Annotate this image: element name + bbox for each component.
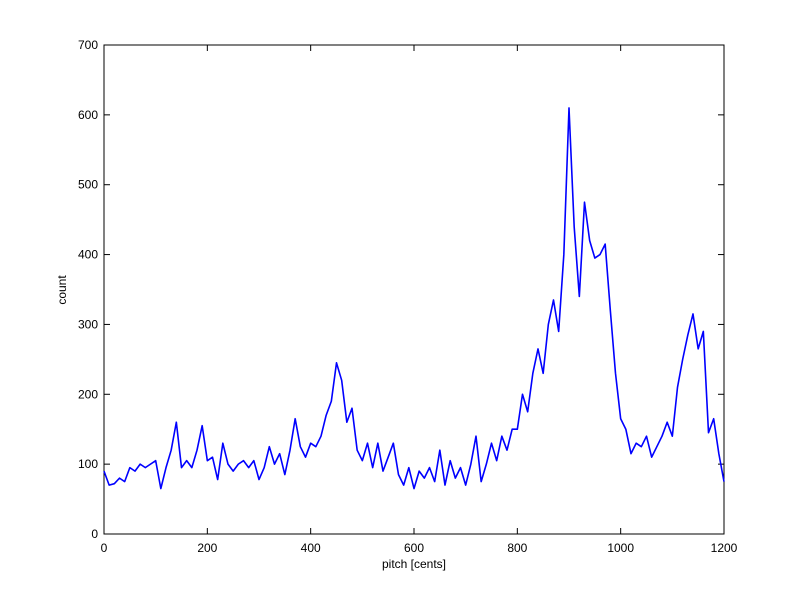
- x-axis-label: pitch [cents]: [382, 557, 446, 571]
- y-tick-label: 300: [78, 317, 98, 331]
- axes-box: [103, 44, 725, 535]
- x-tick-label: 0: [101, 541, 108, 555]
- data-line: [103, 107, 725, 490]
- y-tick-label: 700: [78, 38, 98, 52]
- y-axis-label: count: [55, 275, 69, 305]
- y-tick-label: 500: [78, 178, 98, 192]
- x-tick-label: 1200: [711, 541, 738, 555]
- x-tick-label: 600: [404, 541, 424, 555]
- y-tick-label: 400: [78, 248, 98, 262]
- x-tick-label: 800: [507, 541, 527, 555]
- y-tick-label: 100: [78, 457, 98, 471]
- x-tick-label: 1000: [607, 541, 634, 555]
- y-tick-label: 0: [91, 527, 98, 541]
- x-tick-label: 400: [301, 541, 321, 555]
- y-tick-label: 200: [78, 387, 98, 401]
- x-tick-label: 200: [197, 541, 217, 555]
- y-tick-label: 600: [78, 108, 98, 122]
